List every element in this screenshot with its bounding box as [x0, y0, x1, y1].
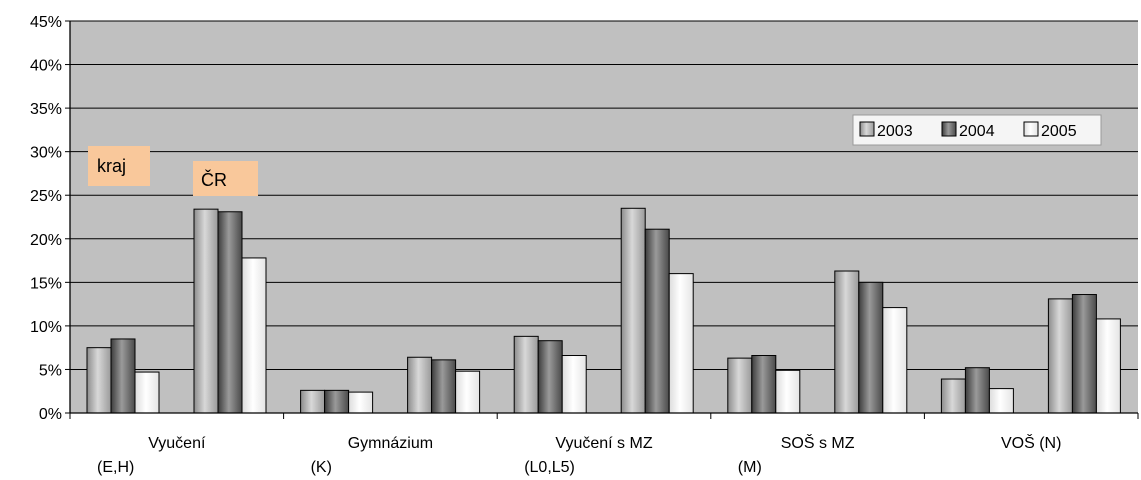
bar-2003-kraj-3	[727, 357, 753, 414]
x-category-sublabel: (M)	[738, 459, 762, 476]
legend-swatch-2004	[941, 121, 957, 137]
x-category-sublabel: (L0,L5)	[524, 459, 575, 476]
y-tick-label: 15%	[30, 275, 62, 292]
bar-2005-cr-1	[455, 370, 481, 414]
y-tick-label: 40%	[30, 58, 62, 75]
bar-2005-kraj-0	[134, 371, 160, 414]
y-tick-label: 5%	[39, 362, 62, 379]
bar-2003-cr-4	[1047, 298, 1073, 414]
y-tick-label: 0%	[39, 406, 62, 423]
x-category-label: Gymnázium	[348, 435, 433, 452]
legend-swatch-2003	[859, 121, 875, 137]
legend-label-2004: 2004	[959, 123, 995, 140]
x-category-sublabel: (K)	[311, 459, 332, 476]
bar-2003-cr-0	[193, 208, 219, 414]
bar-2003-cr-1	[407, 356, 433, 414]
bar-2005-cr-2	[668, 273, 694, 414]
x-category-label: SOŠ s MZ	[781, 433, 855, 452]
bar-2004-kraj-3	[751, 355, 777, 414]
bar-2004-cr-0	[217, 211, 243, 414]
bar-2005-cr-3	[882, 307, 908, 414]
bar-2005-cr-0	[241, 257, 267, 414]
legend-swatch-2005	[1023, 121, 1039, 137]
x-category-label: Vyučení s MZ	[555, 435, 652, 452]
bar-2003-kraj-2	[513, 335, 539, 414]
bar-2004-kraj-0	[110, 338, 136, 414]
x-axis-labels: Vyučení (E,H) Gymnázium (K) Vyučení s MZ (L0,…	[97, 433, 1061, 476]
bar-2005-kraj-3	[775, 369, 801, 414]
axes	[65, 20, 1139, 419]
bar-2005-kraj-4	[988, 388, 1014, 414]
bar-2003-cr-2	[620, 207, 646, 414]
bar-2004-kraj-2	[537, 340, 563, 414]
x-category-label: Vyučení	[148, 435, 206, 452]
legend-label-2005: 2005	[1041, 123, 1077, 140]
bar-2003-kraj-0	[86, 347, 112, 414]
bar-2005-kraj-1	[348, 391, 374, 414]
note-kraj: kraj	[88, 146, 150, 186]
y-axis-ticks: 0% 5% 10% 15% 20% 25% 30% 35% 40% 45%	[30, 14, 62, 423]
y-tick-label: 35%	[30, 101, 62, 118]
note-cr-text: ČR	[201, 169, 227, 190]
bar-2004-cr-3	[858, 281, 884, 414]
y-tick-label: 25%	[30, 188, 62, 205]
bar-2005-kraj-2	[561, 355, 587, 414]
x-category-label: VOŠ (N)	[1001, 433, 1061, 452]
y-tick-label: 30%	[30, 145, 62, 162]
y-tick-label: 10%	[30, 319, 62, 336]
bar-2003-cr-3	[834, 270, 860, 414]
legend-label-2003: 2003	[877, 123, 913, 140]
bar-2004-cr-4	[1071, 294, 1097, 414]
legend: 2003 2004 2005	[852, 114, 1102, 146]
bar-2004-cr-1	[431, 359, 457, 414]
x-category-sublabel: (E,H)	[97, 459, 134, 476]
bar-2003-kraj-4	[940, 378, 966, 414]
note-cr: ČR	[193, 161, 258, 196]
bar-2004-cr-2	[644, 228, 670, 414]
bar-2005-cr-4	[1095, 318, 1121, 414]
bar-2004-kraj-1	[324, 389, 350, 414]
bar-2004-kraj-4	[964, 367, 990, 414]
bar-2003-kraj-1	[300, 389, 326, 414]
note-kraj-text: kraj	[97, 156, 126, 176]
y-tick-label: 20%	[30, 232, 62, 249]
y-tick-label: 45%	[30, 14, 62, 31]
